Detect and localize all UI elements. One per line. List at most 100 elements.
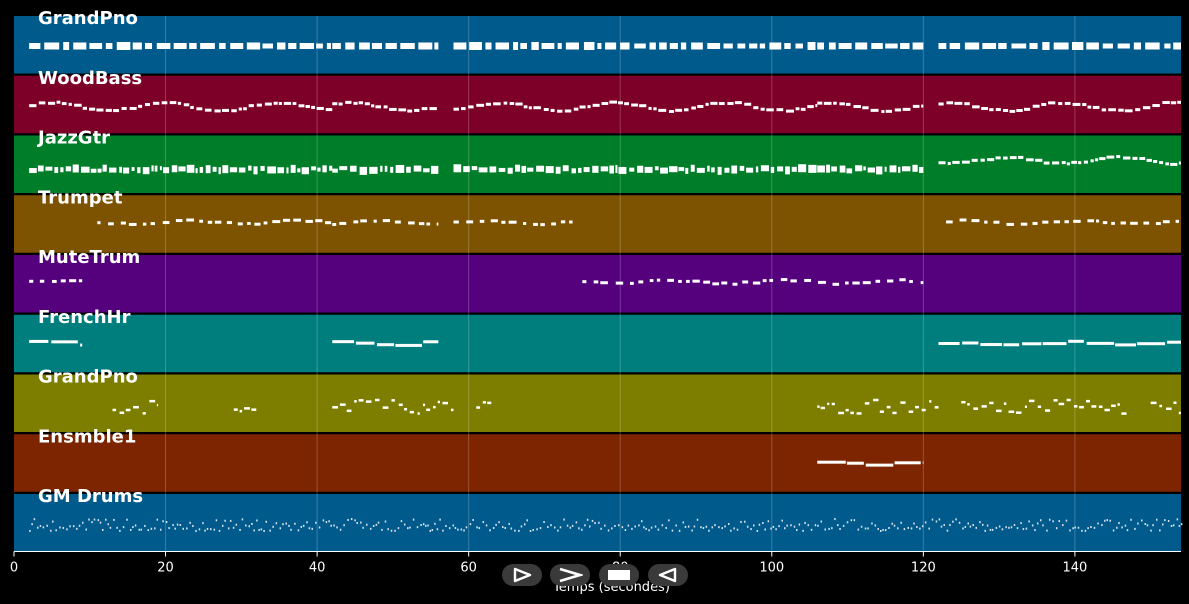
note-line <box>1123 156 1131 160</box>
note-line <box>395 343 422 347</box>
drum-hit <box>144 524 146 527</box>
drum-hit <box>1013 523 1016 526</box>
forward-button[interactable] <box>550 564 590 586</box>
note-block <box>527 167 534 172</box>
note-dot <box>398 403 403 407</box>
drum-hit <box>705 525 708 528</box>
note-line <box>920 281 924 285</box>
note-line <box>96 108 104 112</box>
note-block <box>156 43 171 49</box>
note-line <box>325 108 333 112</box>
note-line <box>817 101 823 105</box>
note-block <box>982 43 997 49</box>
drum-hit <box>318 526 321 529</box>
note-line <box>601 101 609 105</box>
drum-hit <box>46 524 48 527</box>
note-dot <box>1121 412 1127 415</box>
note-line <box>862 106 869 110</box>
drum-hit <box>842 524 845 527</box>
note-line <box>971 219 980 223</box>
note-block <box>798 164 807 173</box>
drum-hit <box>839 527 841 530</box>
note-line <box>875 279 881 283</box>
stop-button[interactable] <box>599 564 639 586</box>
drum-hit <box>162 520 164 523</box>
note-line <box>476 103 485 107</box>
note-line <box>355 341 375 345</box>
note-line <box>543 107 549 111</box>
note-line <box>870 108 879 112</box>
note-line <box>1009 156 1017 160</box>
drum-hit <box>724 525 726 528</box>
note-line <box>501 220 506 224</box>
drum-hit <box>1069 529 1071 532</box>
drum-hit <box>654 525 657 528</box>
note-block <box>290 164 296 173</box>
note-line <box>68 102 72 106</box>
drum-hit <box>39 524 42 527</box>
note-line <box>909 280 913 284</box>
drum-hit <box>485 524 488 527</box>
drum-hit <box>1058 520 1061 523</box>
drum-hit <box>498 521 500 524</box>
note-line <box>1042 342 1067 346</box>
track-label: Ensmble1 <box>38 426 136 447</box>
note-dot <box>442 401 449 405</box>
drum-hit <box>700 526 702 529</box>
note-line <box>150 222 155 226</box>
drum-hit <box>1062 524 1064 527</box>
note-line <box>1096 219 1100 223</box>
note-block <box>350 165 357 172</box>
note-block <box>151 165 154 172</box>
note-line <box>485 102 491 106</box>
rewind-button[interactable] <box>648 564 688 586</box>
note-line <box>1061 161 1066 165</box>
note-block <box>434 42 439 50</box>
note-line <box>852 281 860 285</box>
drum-hit <box>265 520 268 523</box>
drum-hit <box>294 522 296 525</box>
note-line <box>989 108 994 112</box>
note-line <box>1042 220 1049 224</box>
note-line <box>383 105 388 109</box>
note-line <box>528 106 532 110</box>
note-line <box>1167 340 1181 344</box>
note-dot <box>149 399 156 403</box>
drum-hit <box>182 527 184 530</box>
note-block <box>137 167 141 174</box>
note-line <box>226 221 232 225</box>
drum-hit <box>1167 519 1170 522</box>
note-dot <box>973 407 979 410</box>
drum-hit <box>684 525 687 528</box>
note-block <box>685 167 689 174</box>
note-line <box>1006 222 1014 226</box>
note-line <box>1083 160 1088 164</box>
note-line <box>1124 109 1133 113</box>
note-line <box>186 218 195 222</box>
note-block <box>669 43 678 49</box>
note-block <box>238 167 246 173</box>
drum-hit <box>1065 519 1068 522</box>
drum-hit <box>762 522 764 525</box>
drum-hit <box>427 524 429 527</box>
drum-hit <box>563 518 565 521</box>
note-line <box>283 101 292 105</box>
drum-hit <box>1170 525 1173 528</box>
note-line <box>74 103 82 107</box>
x-tick-label: 20 <box>157 561 174 576</box>
drum-hit <box>643 526 645 529</box>
note-dot <box>1024 405 1027 409</box>
note-dot <box>133 405 139 409</box>
drum-hit <box>227 527 230 530</box>
note-line <box>551 222 557 226</box>
note-line <box>1152 104 1160 108</box>
note-block <box>898 166 901 173</box>
drum-hit <box>50 529 52 532</box>
drum-hit <box>586 518 589 521</box>
drum-hit <box>416 526 419 529</box>
note-line <box>1137 342 1166 346</box>
drum-hit <box>325 521 328 524</box>
note-line <box>162 221 170 225</box>
drum-hit <box>946 529 949 532</box>
play-button[interactable] <box>502 564 542 586</box>
